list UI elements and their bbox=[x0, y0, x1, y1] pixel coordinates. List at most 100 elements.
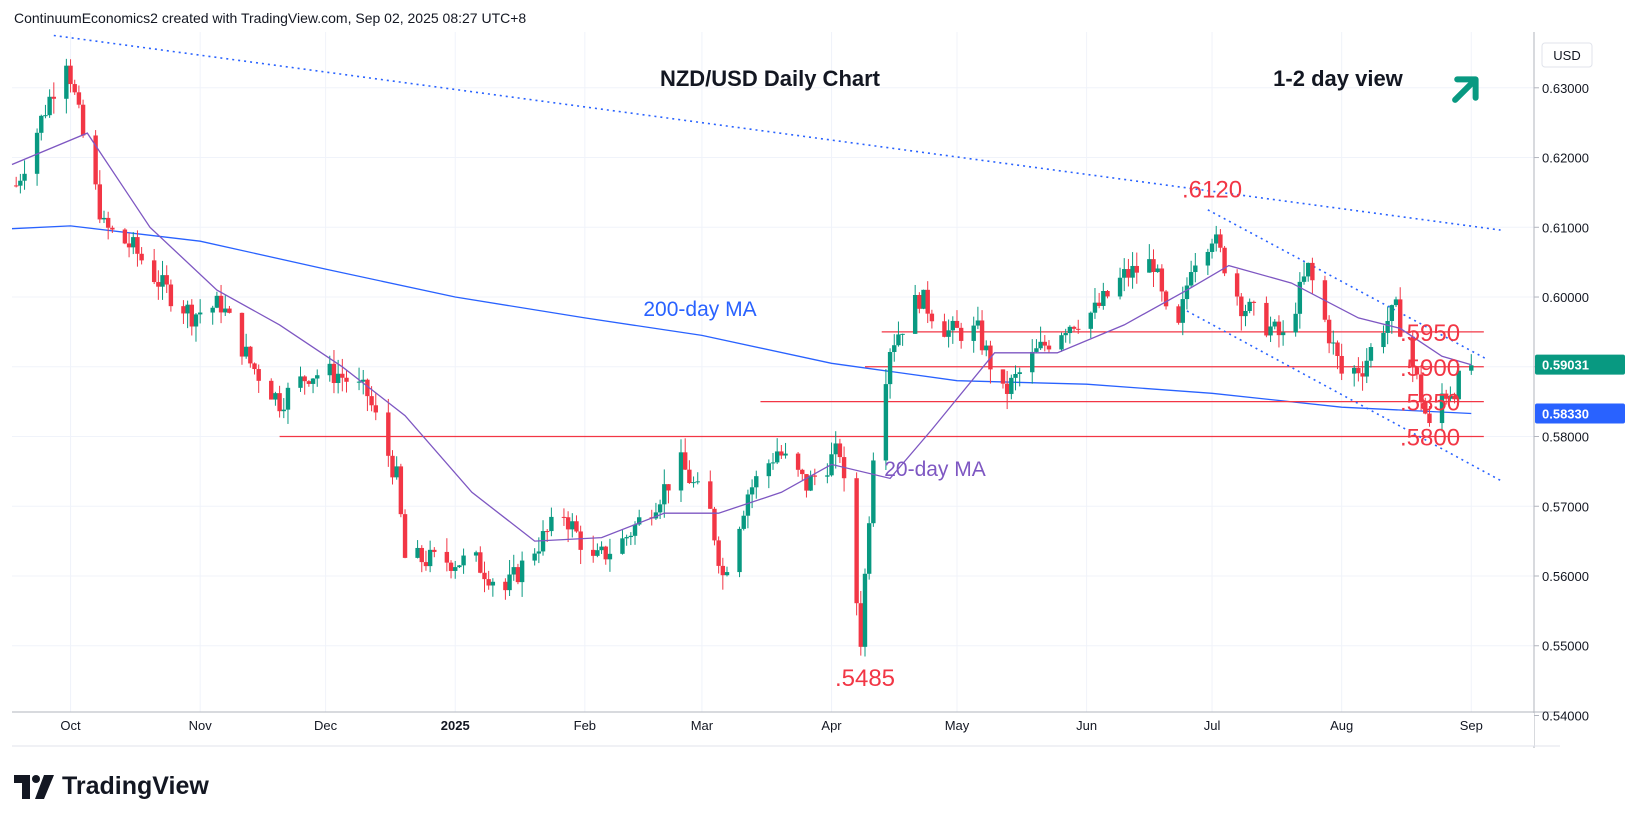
candle-body bbox=[1205, 251, 1211, 266]
candle-body bbox=[1243, 310, 1248, 317]
candle-body bbox=[812, 475, 818, 477]
candle-body bbox=[1456, 370, 1461, 400]
time-tick-label: Nov bbox=[189, 718, 213, 733]
candle-body bbox=[51, 96, 57, 99]
candle-body bbox=[1222, 247, 1227, 274]
candle-body bbox=[1013, 374, 1018, 378]
candle-body bbox=[1076, 328, 1081, 330]
candle-body bbox=[18, 180, 23, 186]
candle-body bbox=[478, 552, 483, 573]
candle-body bbox=[511, 567, 516, 575]
candle-body bbox=[1448, 395, 1453, 399]
candle-body bbox=[691, 482, 696, 484]
candle-body bbox=[1356, 367, 1361, 374]
candle-body bbox=[682, 452, 688, 470]
support-resistance-levels bbox=[279, 331, 1484, 438]
price-tick-label: 0.55000 bbox=[1542, 639, 1589, 654]
candle-body bbox=[958, 327, 964, 341]
candle-body bbox=[1151, 259, 1156, 273]
candle-body bbox=[1180, 299, 1185, 323]
candle-body bbox=[519, 560, 525, 583]
candle-body bbox=[361, 379, 366, 382]
candle-body bbox=[34, 132, 40, 174]
candle-body bbox=[1155, 268, 1160, 273]
candle-body bbox=[1352, 367, 1357, 374]
candle-body bbox=[1469, 365, 1474, 371]
price-tick-label: 0.61000 bbox=[1542, 220, 1589, 235]
candle-body bbox=[164, 275, 169, 285]
candle-body bbox=[427, 549, 433, 567]
candle-body bbox=[779, 451, 784, 456]
price-level-label: .5950 bbox=[1400, 320, 1460, 347]
candle-body bbox=[1293, 313, 1298, 333]
candle-body bbox=[766, 463, 772, 477]
candle-body bbox=[43, 115, 48, 117]
chart-header-attribution: ContinuumEconomics2 created with Trading… bbox=[14, 10, 527, 26]
candle-body bbox=[76, 92, 82, 105]
trendlines-layer bbox=[53, 34, 1501, 482]
tradingview-logo bbox=[14, 774, 54, 799]
candle-body bbox=[1326, 319, 1332, 344]
time-tick-label: Oct bbox=[60, 718, 81, 733]
candle-body bbox=[444, 551, 450, 563]
candle-body bbox=[854, 478, 859, 604]
candle-body bbox=[1247, 301, 1252, 311]
candle-body bbox=[432, 549, 437, 552]
time-tick-label: Feb bbox=[574, 718, 596, 733]
candle-body bbox=[1331, 342, 1336, 344]
candle-body bbox=[624, 537, 629, 539]
candle-body bbox=[302, 376, 307, 382]
candle-body bbox=[197, 312, 203, 315]
candle-body bbox=[687, 469, 692, 484]
candle-body bbox=[591, 549, 596, 556]
candle-body bbox=[979, 320, 985, 351]
candle-body bbox=[1397, 299, 1403, 337]
candle-body bbox=[1306, 262, 1311, 277]
candle-body bbox=[122, 229, 128, 244]
candle-body bbox=[93, 135, 98, 185]
price-level-label: .5485 bbox=[835, 665, 895, 692]
candle-body bbox=[1134, 265, 1139, 273]
candle-body bbox=[281, 409, 286, 412]
candle-body bbox=[1368, 347, 1374, 361]
candle-body bbox=[795, 453, 801, 470]
candle-body bbox=[457, 565, 462, 568]
candle-body bbox=[724, 572, 730, 576]
currency-label-box: USD bbox=[1541, 42, 1593, 68]
ma200-layer bbox=[11, 225, 1472, 415]
candle-body bbox=[657, 504, 663, 513]
candle-body bbox=[984, 345, 989, 351]
candle-body bbox=[1063, 333, 1068, 336]
candle-body bbox=[950, 320, 955, 331]
candle-body bbox=[1067, 326, 1073, 334]
candle-body bbox=[954, 320, 960, 328]
candle-body bbox=[887, 351, 893, 385]
tradingview-brand[interactable]: TradingView bbox=[14, 772, 209, 801]
candle-body bbox=[503, 581, 508, 591]
candle-body bbox=[1034, 348, 1039, 352]
candle-body bbox=[243, 346, 249, 357]
ma200-price-tag: 0.58330 bbox=[1542, 406, 1589, 421]
candle-body bbox=[745, 494, 751, 516]
candle-body bbox=[636, 517, 642, 525]
candle-body bbox=[1251, 301, 1257, 303]
candle-body bbox=[490, 581, 496, 586]
candle-body bbox=[105, 217, 111, 228]
candle-body bbox=[486, 579, 491, 586]
candle-body bbox=[720, 565, 726, 576]
candle-body bbox=[1239, 296, 1244, 317]
candle-body bbox=[39, 115, 44, 133]
ma20-layer bbox=[11, 132, 1472, 542]
candle-body bbox=[80, 104, 86, 136]
candle-body bbox=[565, 517, 571, 530]
candle-body bbox=[708, 481, 713, 509]
time-tick-label: Dec bbox=[314, 718, 338, 733]
candle-body bbox=[1280, 332, 1286, 336]
candle-body bbox=[666, 484, 671, 491]
candle-body bbox=[327, 363, 332, 376]
candle-body bbox=[578, 531, 583, 550]
candle-body bbox=[461, 555, 466, 566]
candle-body bbox=[975, 320, 981, 326]
candle-body bbox=[1209, 243, 1215, 252]
